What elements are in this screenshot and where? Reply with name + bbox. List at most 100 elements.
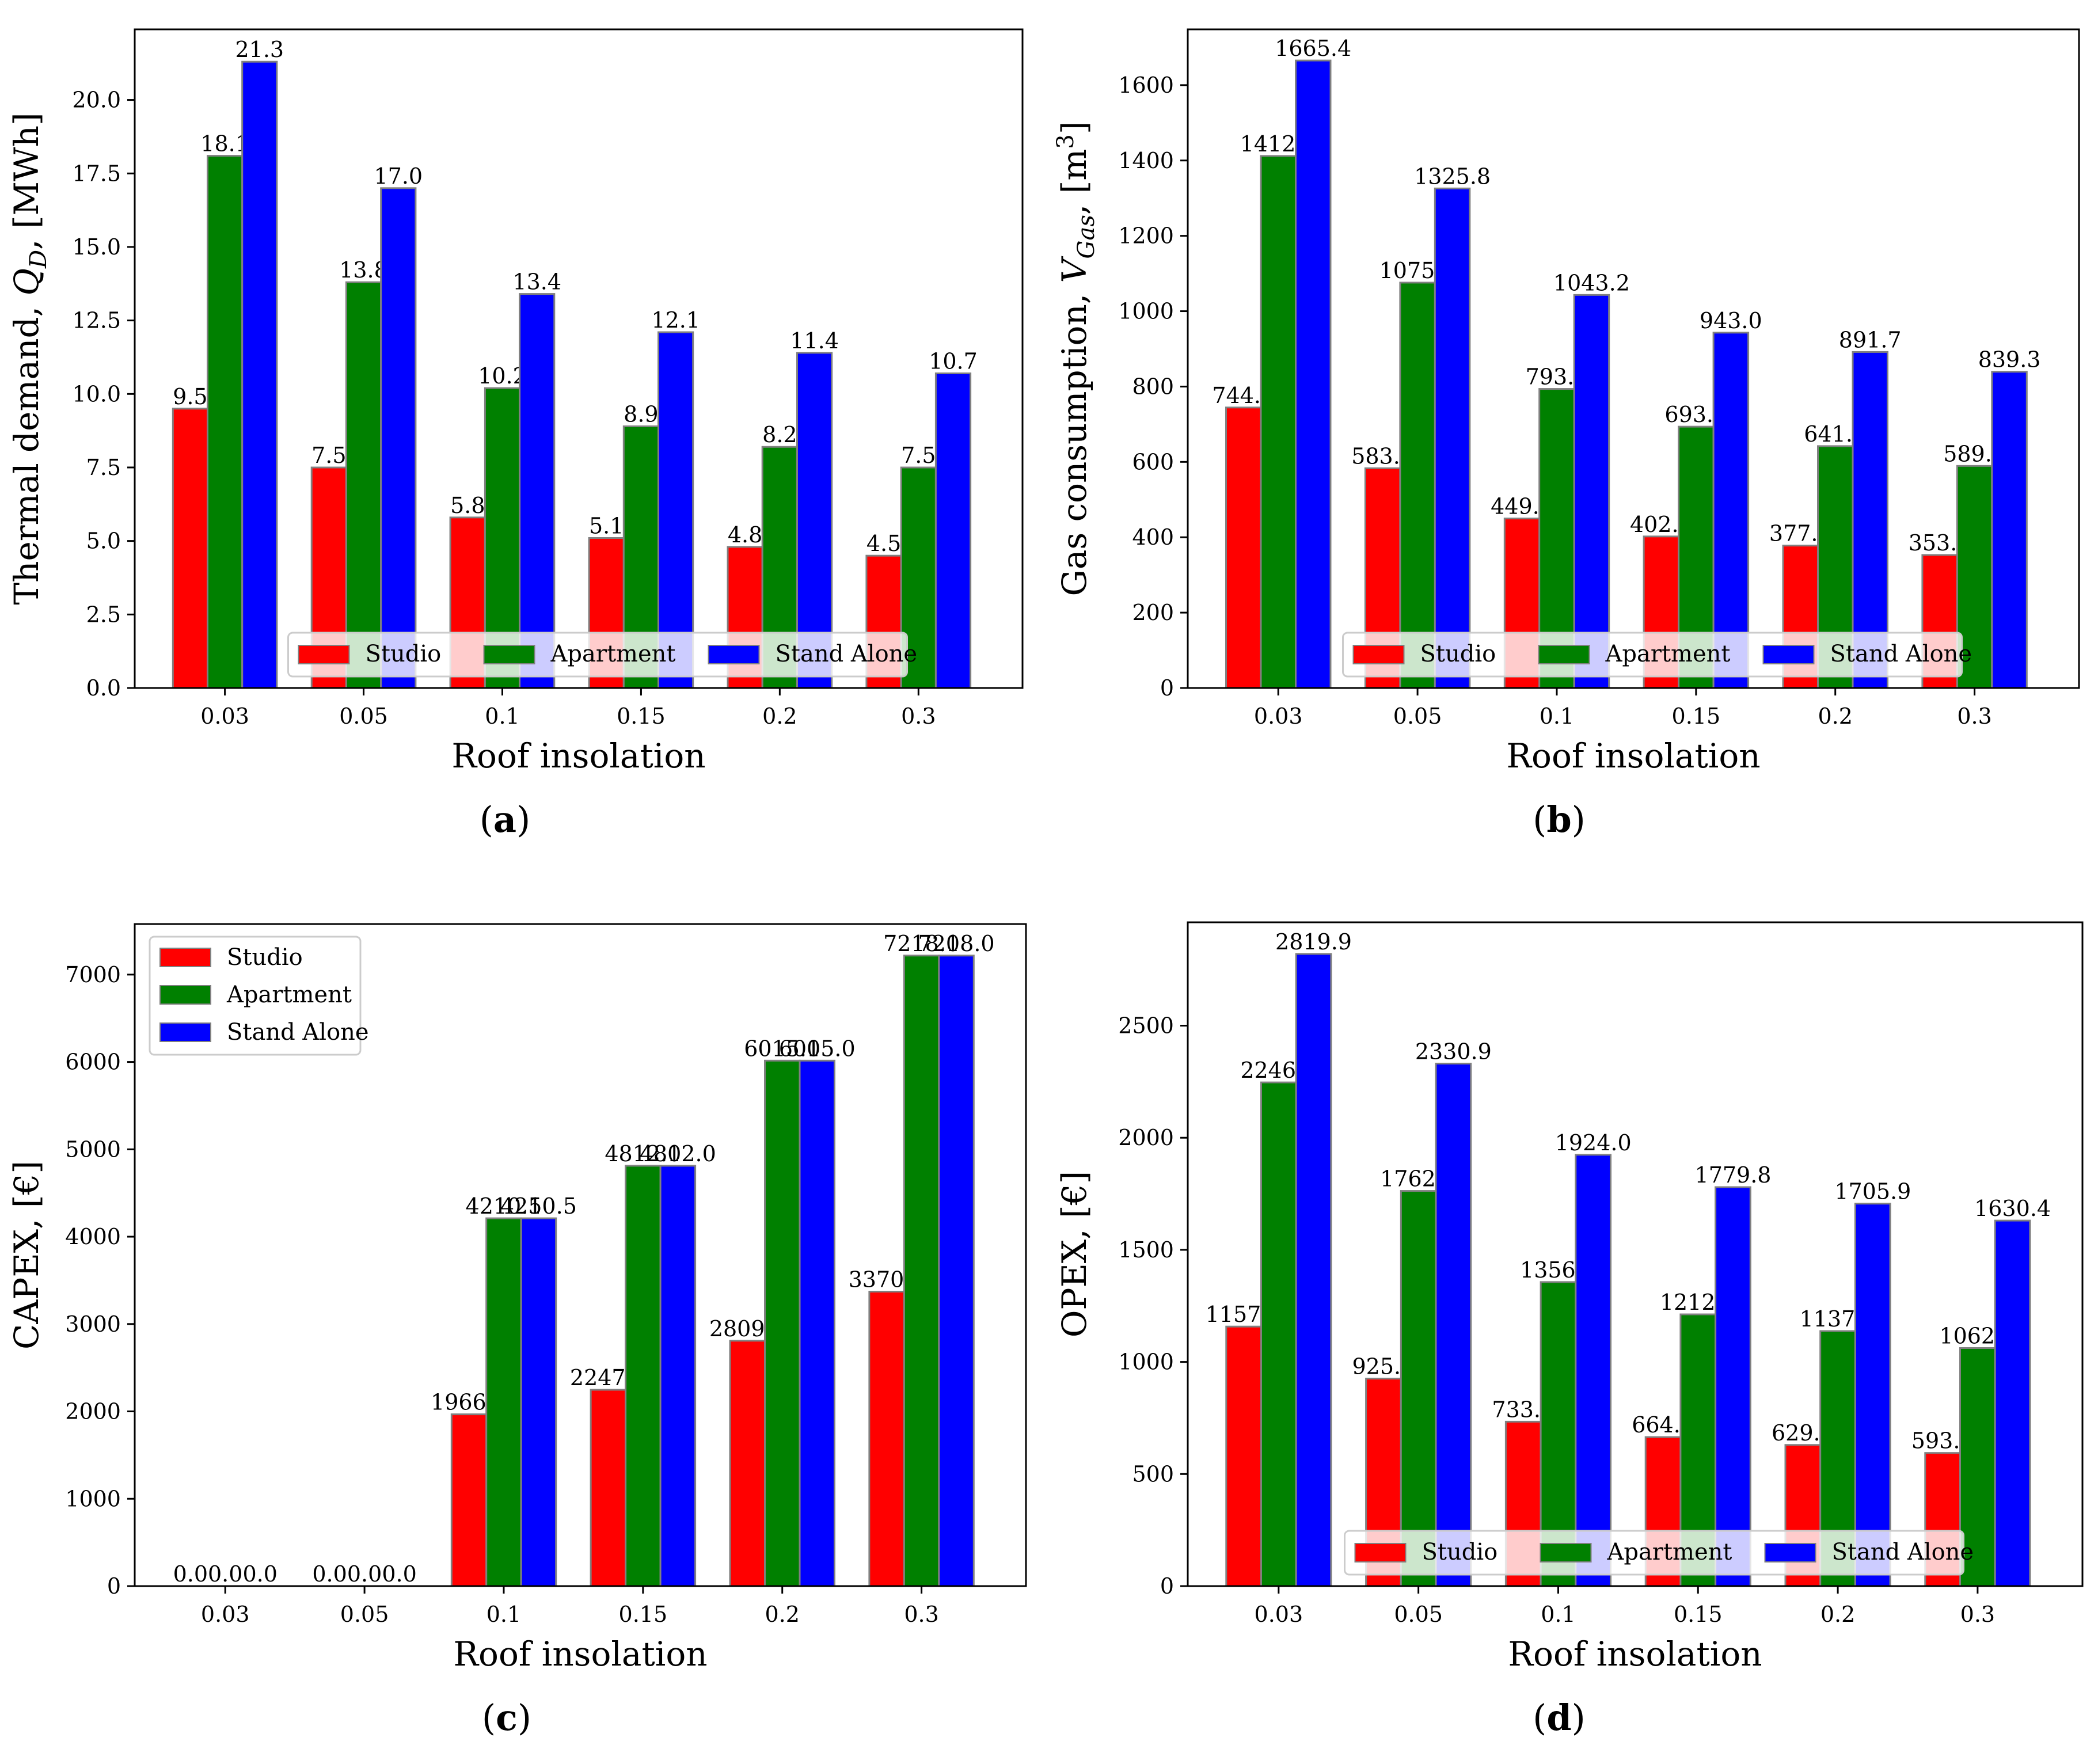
x-tick-label: 0.05 [1393, 704, 1442, 729]
y-tick-label: 1500 [1118, 1237, 1174, 1263]
bar-value-label: 7218.0 [918, 931, 995, 956]
bar-value-label: 7.5 [311, 443, 346, 468]
legend-swatch-apartment [159, 985, 211, 1005]
x-tick-label: 0.3 [904, 1602, 938, 1627]
x-axis-label: Roof insolation [1506, 736, 1760, 775]
bar-value-label: 11.4 [790, 328, 839, 353]
legend-label: Apartment [226, 982, 352, 1008]
bar-studio-0 [1225, 1325, 1263, 1587]
plot-frame [1187, 28, 2080, 689]
plot-frame [134, 923, 1027, 1587]
legend-swatch-stand_alone [1764, 1543, 1816, 1562]
bar-studio-2 [450, 1413, 488, 1587]
bar-value-label: 13.8 [339, 257, 388, 283]
bar-value-label: 4210.5 [466, 1193, 542, 1219]
bar-stand_alone-2 [519, 293, 556, 689]
bar-stand_alone-5 [938, 955, 975, 1587]
bar-value-label: 4.5 [866, 531, 901, 556]
legend-box [1342, 632, 1963, 678]
bar-apartment-1 [1399, 282, 1436, 689]
x-tick-label: 0.03 [1255, 1602, 1303, 1627]
legend-swatch-apartment [483, 645, 535, 664]
bar-stand_alone-2 [1575, 1154, 1612, 1587]
chart-panel-0: 9.5 7.5 5.8 5.1 4.8 4.5 18.1 13.8 10.2 8.9 8.2 7.5 2… [7, 28, 1024, 841]
bar-stand_alone-3 [659, 1165, 697, 1587]
y-tick-label: 6000 [65, 1050, 121, 1075]
legend-label: Apartment [1605, 641, 1731, 667]
bar-value-label: 1043.2 [1553, 270, 1630, 295]
legend-swatch-studio [159, 948, 211, 967]
legend-swatch-studio [1354, 1543, 1407, 1562]
panel-caption: (a) [480, 799, 531, 841]
bar-value-label: 6015.0 [779, 1036, 856, 1061]
y-tick-label: 1600 [1118, 73, 1174, 98]
bar-value-label: 12.1 [651, 307, 700, 333]
x-tick-label: 0.2 [1820, 1602, 1855, 1627]
y-tick-label: 800 [1132, 374, 1174, 399]
bar-stand_alone-3 [1715, 1186, 1751, 1587]
x-tick-label: 0.1 [485, 704, 519, 729]
bar-value-label: 1779.8 [1695, 1162, 1772, 1188]
bar-value-label: 6015.0 [744, 1036, 820, 1061]
bar-studio-5 [868, 1291, 905, 1587]
y-tick-label: 1000 [1118, 299, 1174, 324]
y-tick-label: 500 [1132, 1461, 1174, 1487]
y-axis-label: CAPEX, [€] [7, 1161, 46, 1349]
x-tick-label: 0.15 [619, 1602, 668, 1627]
bar-stand_alone-2 [1573, 294, 1610, 689]
x-axis-label: Roof insolation [453, 1634, 707, 1674]
y-tick-label: 0 [1160, 1573, 1174, 1599]
bar-stand_alone-0 [1295, 59, 1332, 689]
bar-stand_alone-4 [1854, 1203, 1891, 1587]
y-tick-label: 1000 [1118, 1349, 1174, 1375]
bar-stand_alone-5 [1991, 371, 2028, 689]
bar-value-label: 7.5 [901, 443, 936, 468]
bar-value-label: 8.9 [624, 402, 658, 427]
bar-apartment-4 [764, 1059, 801, 1587]
x-tick-label: 0.2 [762, 704, 797, 729]
x-tick-label: 0.2 [1818, 704, 1853, 729]
bar-value-label: 1630.4 [1974, 1196, 2051, 1221]
legend-label: Stand Alone [776, 641, 918, 667]
plot-frame [1187, 921, 2084, 1587]
legend-swatch-studio [1352, 645, 1405, 664]
bar-value-label: 1325.8 [1414, 164, 1491, 189]
x-tick-label: 0.3 [1960, 1602, 1995, 1627]
y-tick-label: 20.0 [72, 88, 121, 113]
legend-label: Studio [366, 641, 442, 667]
bar-apartment-0 [1260, 1081, 1297, 1587]
bar-value-label: 2330.9 [1415, 1039, 1492, 1064]
bar-value-label: 13.4 [512, 269, 561, 295]
x-tick-label: 0.2 [765, 1602, 800, 1627]
x-axis-label: Roof insolation [1508, 1634, 1762, 1674]
bar-value-label: 4812.0 [605, 1141, 681, 1166]
bar-stand_alone-1 [380, 187, 417, 689]
bar-apartment-1 [345, 281, 382, 689]
bar-value-label: 0.0 [312, 1561, 347, 1587]
y-tick-label: 4000 [65, 1224, 121, 1249]
y-tick-label: 2500 [1118, 1013, 1174, 1039]
x-tick-label: 0.05 [340, 1602, 389, 1627]
bar-value-label: 18.1 [200, 131, 249, 157]
legend: Studio Apartment Stand Alone [149, 936, 369, 1056]
bar-value-label: 891.7 [1839, 327, 1902, 352]
y-tick-label: 0 [107, 1573, 121, 1599]
legend-swatch-stand_alone [708, 645, 760, 664]
bar-stand_alone-5 [1994, 1219, 2031, 1587]
legend-label: Studio [1422, 1539, 1498, 1565]
bar-value-label: 943.0 [1700, 308, 1762, 333]
legend-box [1344, 1530, 1964, 1576]
bar-value-label: 10.2 [478, 363, 527, 389]
bar-apartment-1 [1400, 1190, 1437, 1587]
y-tick-label: 1400 [1118, 148, 1174, 173]
bar-stand_alone-5 [934, 372, 972, 689]
bar-apartment-2 [485, 1217, 522, 1587]
y-axis-label: Thermal demand, QD, [MWh] [7, 112, 52, 605]
legend-label: Studio [227, 944, 303, 971]
bar-value-label: 4.8 [728, 522, 762, 548]
x-tick-label: 0.1 [1541, 1602, 1575, 1627]
y-tick-label: 200 [1132, 600, 1174, 625]
bar-value-label: 5.8 [450, 493, 485, 518]
bar-value-label: 4812.0 [640, 1141, 716, 1166]
